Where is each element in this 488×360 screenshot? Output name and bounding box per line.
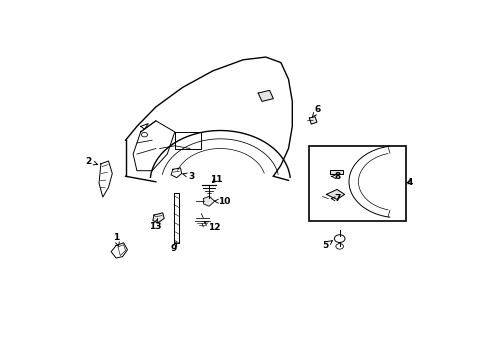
Text: 5: 5 (322, 240, 332, 250)
Text: 13: 13 (148, 219, 161, 231)
Polygon shape (329, 170, 343, 174)
Text: 6: 6 (312, 105, 321, 117)
Text: 8: 8 (331, 172, 340, 181)
Text: 4: 4 (406, 178, 412, 187)
Text: 3: 3 (183, 172, 195, 181)
Text: 11: 11 (210, 175, 223, 184)
Polygon shape (153, 213, 164, 223)
Polygon shape (309, 117, 316, 124)
Text: 7: 7 (330, 194, 340, 203)
Polygon shape (258, 90, 273, 102)
Text: 1: 1 (113, 233, 119, 246)
Text: 9: 9 (170, 242, 177, 253)
Polygon shape (111, 243, 127, 258)
Polygon shape (326, 189, 344, 199)
Polygon shape (203, 196, 214, 206)
Text: 12: 12 (203, 222, 221, 232)
Text: 10: 10 (214, 197, 230, 206)
Text: 2: 2 (85, 157, 97, 166)
Bar (309, 146, 405, 221)
